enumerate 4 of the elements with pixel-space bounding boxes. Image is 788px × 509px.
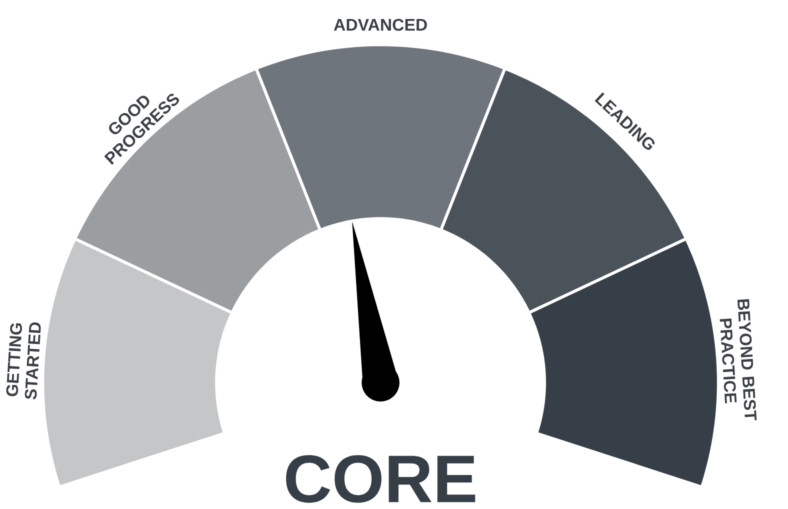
- text: CORE: [286, 455, 476, 503]
- slice-label: GETTING STARTED: [6, 322, 41, 400]
- slice-label: BEYOND BEST PRACTICE: [720, 299, 757, 420]
- slice-label: ADVANCED: [334, 18, 427, 31]
